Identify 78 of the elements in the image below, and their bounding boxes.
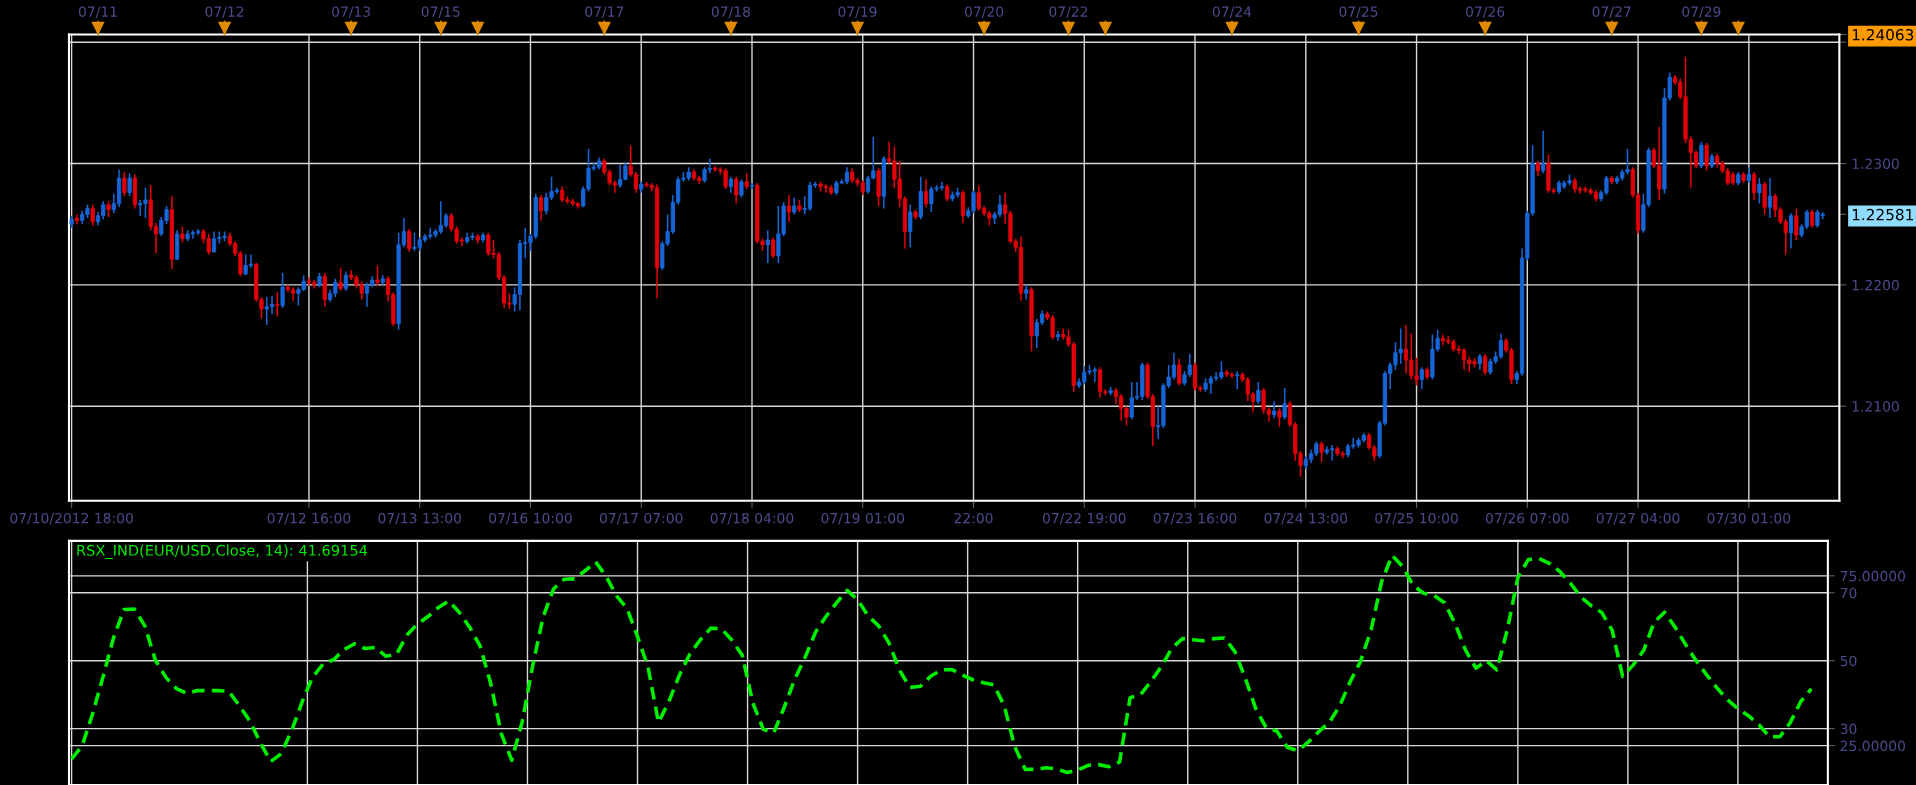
candlestick (1277, 407, 1282, 428)
text: 07/22 (1049, 6, 1088, 19)
candlestick (960, 189, 966, 224)
x-tick-label: 07/18 04:00 (710, 512, 794, 525)
candlestick (1272, 400, 1277, 420)
x-tick-label: 07/13 13:00 (378, 512, 462, 525)
candlestick (322, 271, 327, 308)
candlestick (1704, 142, 1709, 172)
candlestick (786, 194, 792, 223)
text: 07/12 (205, 6, 244, 19)
x-tick-label: 07/10/2012 18:00 (10, 512, 133, 525)
y-tick-label: 75.00000 (1840, 570, 1906, 582)
text: 07/27 (1592, 6, 1631, 19)
text: 07/15 (421, 6, 460, 19)
candlestick (343, 270, 348, 292)
y-tick-label: 1.2200 (1852, 279, 1899, 291)
text: 07/18 (711, 6, 750, 19)
text: 07/25 (1339, 6, 1378, 19)
candlestick (1699, 140, 1704, 170)
text: 07/20 (964, 6, 1004, 19)
candlestick (1762, 180, 1767, 216)
y-tick-label: 50 (1840, 655, 1857, 667)
x-tick-label: 07/23 16:00 (1153, 512, 1237, 525)
candlestick (122, 171, 127, 198)
candlestick (1757, 177, 1762, 205)
candlestick (280, 271, 285, 309)
y-tick-label: 1.22581 (1852, 208, 1913, 221)
candlestick (338, 267, 343, 292)
candlestick (1541, 129, 1546, 174)
text: 07/29 (1682, 6, 1721, 19)
candlestick (1483, 353, 1488, 376)
candlestick (1319, 440, 1324, 463)
y-tick-label: 30 (1840, 723, 1857, 735)
candlestick (1282, 387, 1287, 421)
y-tick-label: 1.2300 (1852, 158, 1899, 169)
x-tick-label: 07/24 13:00 (1264, 512, 1348, 525)
candlestick (739, 178, 744, 199)
x-tick-label: 07/16 10:00 (489, 512, 572, 525)
x-tick-label: 07/27 04:00 (1596, 512, 1680, 525)
y-tick-label: 70 (1840, 587, 1857, 599)
candlestick (1810, 208, 1815, 229)
candlestick (538, 194, 544, 222)
candlestick (1256, 381, 1261, 405)
text: 07/26 (1466, 6, 1505, 19)
text: 07/17 (585, 6, 624, 19)
candlestick (407, 228, 412, 253)
candlestick (90, 204, 95, 227)
y-tick-label: 25.00000 (1840, 740, 1906, 752)
candlestick (770, 236, 776, 259)
candlestick (375, 264, 380, 287)
y-tick-label: 1.24063 (1852, 29, 1914, 41)
text: 07/24 (1212, 6, 1252, 19)
candlestick (1177, 358, 1182, 387)
x-tick-label: 07/30 01:00 (1707, 512, 1791, 525)
candlestick (1788, 212, 1794, 250)
candlestick (1419, 366, 1424, 390)
x-tick-label: 07/19 01:00 (821, 512, 905, 525)
candlestick (1767, 177, 1773, 219)
x-tick-label: 07/12 16:00 (267, 512, 351, 525)
candlestick (127, 172, 132, 198)
candlestick (765, 229, 770, 264)
chart-title: RSX_IND(EUR/USD.Close, 14): 41.69154 (77, 544, 368, 560)
y-tick-label: 1.2100 (1852, 401, 1899, 412)
x-tick-label: 22:00 (954, 512, 993, 524)
x-tick-label: 07/22 19:00 (1042, 512, 1126, 525)
candlestick (1235, 370, 1240, 390)
text: 07/13 (332, 6, 371, 19)
text: 07/11 (78, 6, 117, 19)
candlestick (1752, 171, 1757, 201)
candlestick (908, 204, 913, 249)
x-tick-label: 07/17 07:00 (599, 512, 683, 525)
candlestick (1794, 207, 1799, 241)
x-tick-label: 07/26 07:00 (1486, 512, 1569, 525)
text: 07/19 (838, 6, 877, 19)
candlestick (275, 291, 280, 318)
candlestick (923, 178, 929, 208)
x-tick-label: 07/25 10:00 (1375, 512, 1458, 525)
candlestick (734, 176, 739, 205)
